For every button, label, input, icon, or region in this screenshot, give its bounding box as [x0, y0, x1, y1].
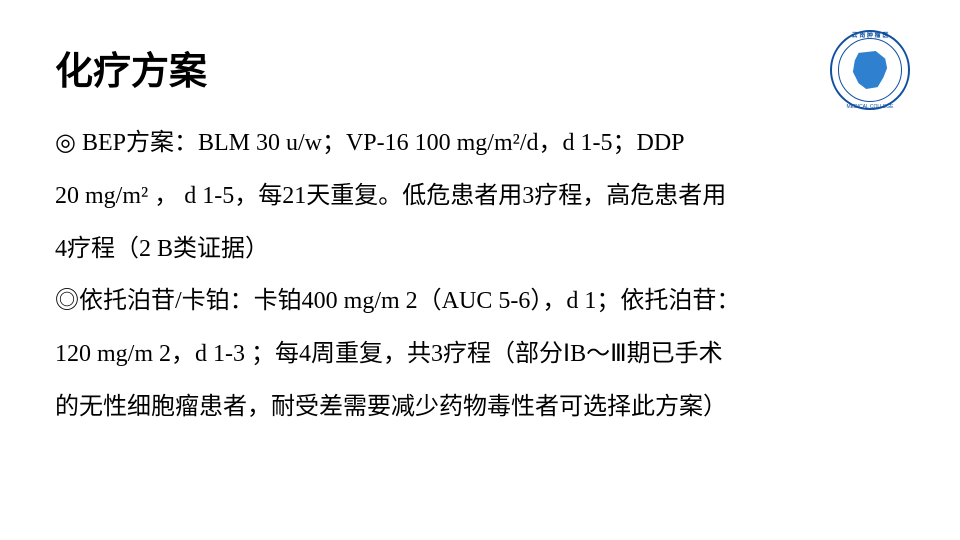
logo-map-shape: [851, 51, 889, 89]
protocol-line-5: 120 mg/m 2，d 1-3 ；每4周重复，共3疗程（部分ⅠB～Ⅲ期已手术: [55, 328, 905, 381]
protocol-line-3: 4疗程（2 B类证据）: [55, 223, 905, 276]
logo-ring-text-top: 云 南 肿 瘤 医: [832, 30, 908, 39]
page-title: 化疗方案: [55, 40, 905, 95]
logo-ring-text-bottom: MEDICAL COLLEGE: [832, 104, 908, 110]
logo-outer-ring: 云 南 肿 瘤 医 MEDICAL COLLEGE: [830, 30, 910, 110]
protocol-line-1: ◎ BEP方案：BLM 30 u/w；VP-16 100 mg/m²/d，d 1…: [55, 117, 905, 170]
logo-inner-ring: [838, 38, 902, 102]
protocol-line-6: 的无性细胞瘤患者，耐受差需要减少药物毒性者可选择此方案）: [55, 381, 905, 434]
protocol-line-4: ◎依托泊苷/卡铂：卡铂400 mg/m 2（AUC 5-6），d 1；依托泊苷：: [55, 275, 905, 328]
protocol-body: ◎ BEP方案：BLM 30 u/w；VP-16 100 mg/m²/d，d 1…: [55, 117, 905, 434]
protocol-line-2: 20 mg/m² ， d 1-5，每21天重复。低危患者用3疗程，高危患者用: [55, 170, 905, 223]
institution-logo: 云 南 肿 瘤 医 MEDICAL COLLEGE: [830, 30, 910, 110]
